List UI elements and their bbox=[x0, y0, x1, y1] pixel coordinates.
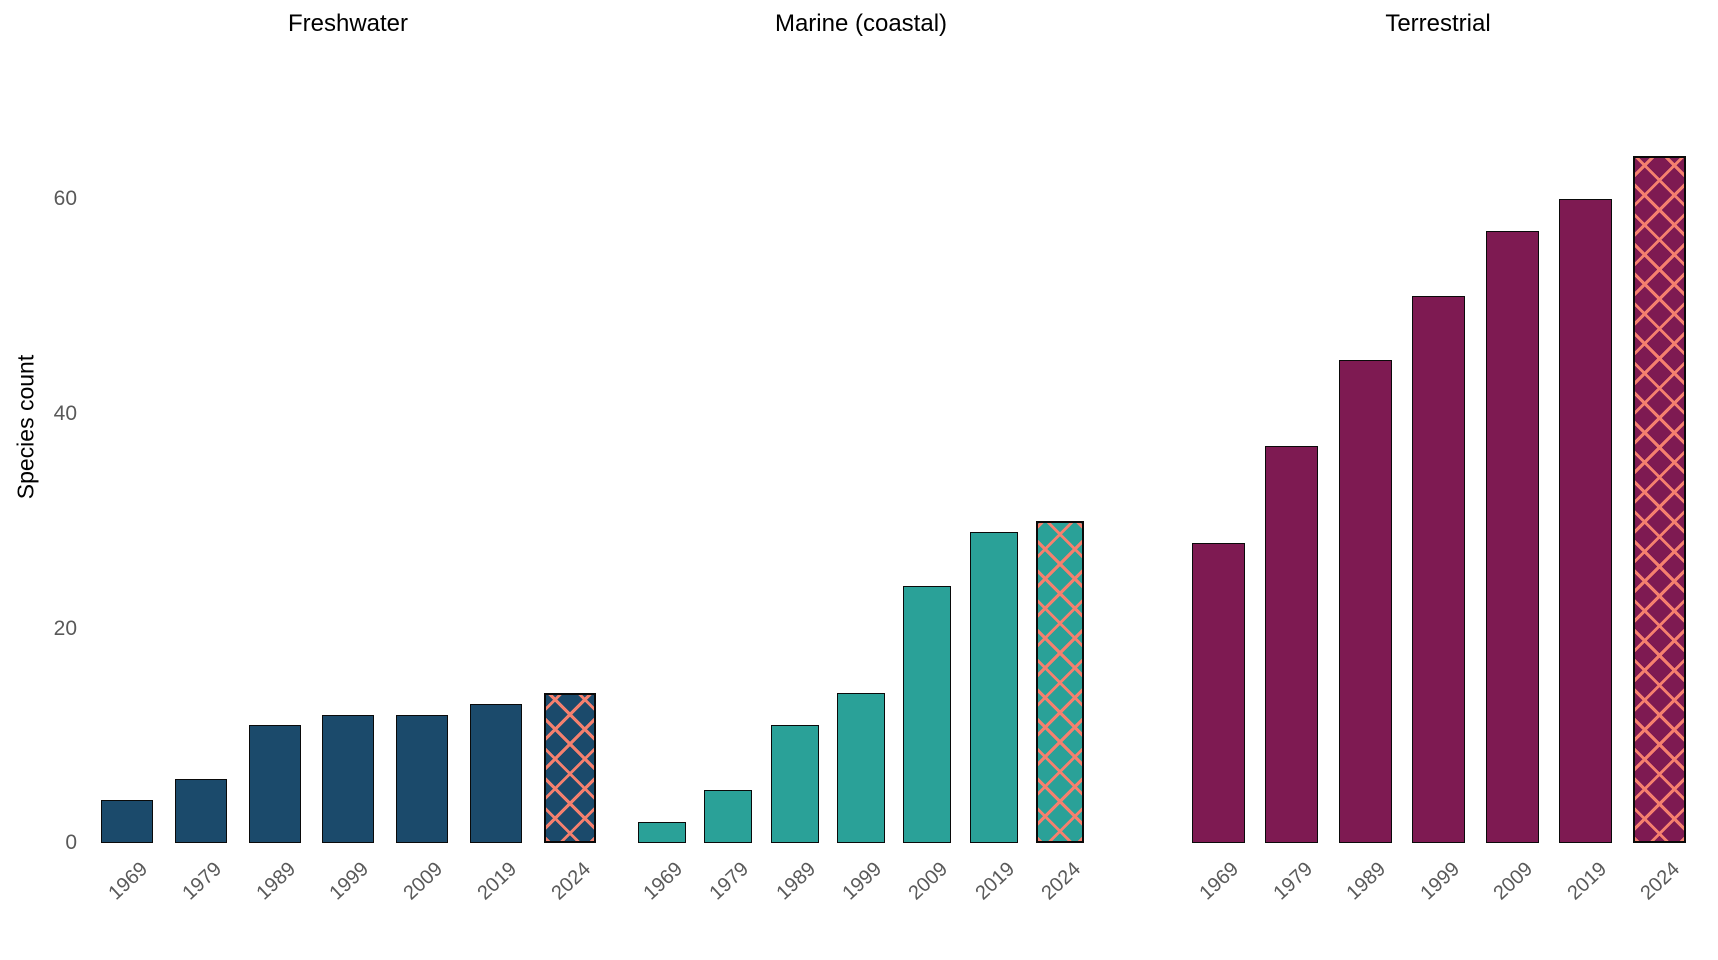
bar-freshwater-1969 bbox=[100, 800, 153, 844]
bar-freshwater-1999 bbox=[322, 714, 375, 844]
bar-marine-coastal-1979 bbox=[704, 789, 753, 844]
facet-title-marine-coastal: Marine (coastal) bbox=[774, 10, 948, 37]
bar-terrestrial-1979 bbox=[1265, 446, 1318, 844]
y-axis-label: Species count bbox=[12, 354, 39, 500]
bar-marine-coastal-1969 bbox=[637, 821, 686, 844]
bar-marine-coastal-2024 bbox=[1036, 521, 1085, 844]
bar-terrestrial-2019 bbox=[1559, 199, 1612, 844]
bar-terrestrial-2009 bbox=[1485, 231, 1539, 844]
bar-freshwater-1989 bbox=[248, 725, 301, 844]
bar-freshwater-2024 bbox=[544, 693, 597, 844]
y-tick-label-60: 60 bbox=[53, 187, 77, 211]
bar-freshwater-2019 bbox=[470, 703, 523, 844]
bar-freshwater-1979 bbox=[174, 778, 227, 844]
bar-terrestrial-1999 bbox=[1412, 295, 1465, 844]
bar-marine-coastal-1989 bbox=[770, 725, 819, 844]
y-tick-label-20: 20 bbox=[53, 616, 77, 640]
bar-terrestrial-1969 bbox=[1191, 542, 1245, 844]
bar-marine-coastal-2019 bbox=[969, 532, 1018, 844]
facet-title-terrestrial: Terrestrial bbox=[1385, 10, 1491, 37]
facet-title-freshwater: Freshwater bbox=[287, 10, 409, 37]
bar-freshwater-2009 bbox=[396, 714, 449, 844]
bar-terrestrial-1989 bbox=[1338, 360, 1392, 844]
y-tick-label-0: 0 bbox=[65, 831, 77, 855]
bar-marine-coastal-1999 bbox=[836, 693, 885, 844]
bar-terrestrial-2024 bbox=[1632, 156, 1686, 844]
y-tick-label-40: 40 bbox=[53, 401, 77, 425]
bar-marine-coastal-2009 bbox=[903, 585, 952, 844]
